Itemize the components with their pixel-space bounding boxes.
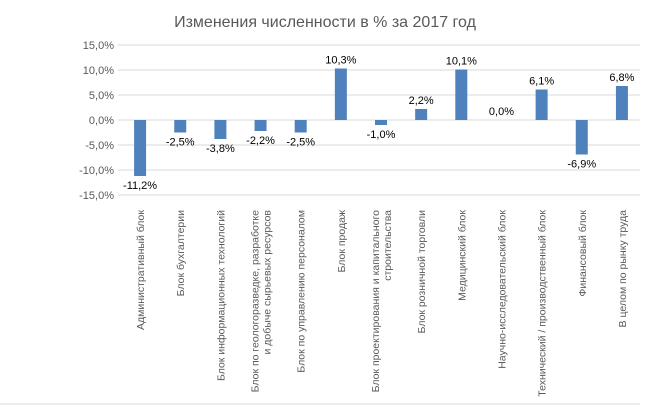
bar — [415, 109, 428, 120]
category-label-line: Медицинский блок — [456, 210, 468, 301]
category-label-line: Блок продаж — [336, 210, 348, 273]
data-label: -2,5% — [286, 137, 315, 149]
bar — [334, 68, 347, 120]
category-label: Медицинский блок — [456, 210, 468, 301]
category-label-line: Научно-исследовательский блок — [496, 210, 508, 369]
data-label: 0,0% — [489, 106, 514, 118]
category-label-line: В целом по рынку труда — [617, 210, 629, 328]
bar — [134, 120, 147, 176]
category-label-line: Административный блок — [135, 210, 147, 330]
y-tick-label: -10,0% — [79, 165, 114, 177]
category-label: Блок бухгалтерии — [175, 210, 187, 296]
category-label: Блок по геологоразведке, разработкеи доб… — [250, 210, 274, 393]
bar — [535, 89, 548, 120]
y-tick-label: 0,0% — [89, 115, 114, 127]
chart-title: Изменения численности в % за 2017 год — [174, 14, 477, 31]
category-label: Административный блок — [135, 210, 147, 330]
bar — [254, 120, 267, 131]
bar — [174, 120, 187, 133]
bar — [214, 120, 227, 139]
y-tick-label: 10,0% — [83, 65, 114, 77]
bar — [455, 69, 468, 120]
y-tick-label: -15,0% — [79, 190, 114, 202]
data-label: 10,3% — [325, 55, 356, 67]
data-label: -11,2% — [123, 180, 157, 192]
data-label: 2,2% — [409, 95, 434, 107]
category-label-line: Блок розничной торговли — [416, 210, 428, 334]
category-label-line: и добыче сырьевых ресурсов — [262, 210, 274, 355]
category-label: Блок по управлению персоналом — [296, 210, 308, 373]
category-label: Блок розничной торговли — [416, 210, 428, 334]
category-label-line: Блок бухгалтерии — [175, 210, 187, 296]
y-tick-label: 5,0% — [89, 90, 114, 102]
data-label: -2,5% — [166, 137, 195, 149]
category-label: Научно-исследовательский блок — [496, 210, 508, 369]
bar — [575, 120, 588, 155]
bar — [294, 120, 307, 133]
bar — [375, 120, 387, 125]
category-label-line: Финансовый блок — [577, 210, 589, 297]
data-label: -2,2% — [246, 135, 275, 147]
data-label: 6,8% — [609, 72, 634, 84]
category-label: Технический / производственный блок — [537, 210, 549, 397]
category-label-line: Блок информационных технологий — [215, 210, 227, 381]
category-label: Финансовый блок — [577, 210, 589, 297]
category-label: Блок информационных технологий — [215, 210, 227, 381]
y-tick-label: -5,0% — [85, 140, 114, 152]
data-label: -6,9% — [567, 159, 596, 171]
category-label-line: Блок по управлению персоналом — [296, 210, 308, 373]
category-label-line: Технический / производственный блок — [537, 210, 549, 397]
data-label: -1,0% — [367, 129, 396, 141]
data-label: -3,8% — [206, 143, 235, 155]
data-label: 6,1% — [529, 76, 554, 88]
bar — [615, 86, 628, 120]
category-label-line: Блок по геологоразведке, разработке — [250, 210, 262, 393]
category-label-line: Блок проектирования и капитального — [370, 210, 382, 393]
category-label: Блок продаж — [336, 210, 348, 273]
category-label: Блок проектирования и капитальногостроит… — [370, 210, 394, 393]
data-label: 10,1% — [446, 56, 477, 68]
y-tick-label: 15,0% — [83, 40, 114, 52]
category-label: В целом по рынку труда — [617, 210, 629, 328]
category-label-line: строительства — [382, 210, 394, 281]
